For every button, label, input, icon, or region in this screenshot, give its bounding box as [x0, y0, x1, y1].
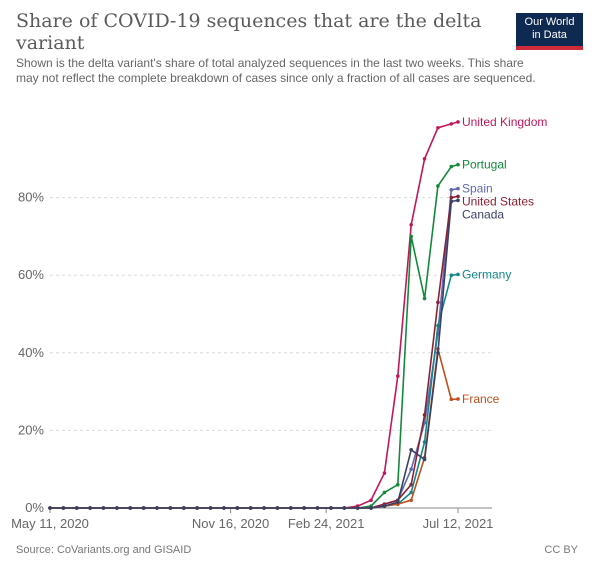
data-point-canada [74, 506, 79, 510]
data-point-canada [422, 457, 427, 462]
logo-line-2: in Data [532, 29, 567, 41]
data-point-portugal [436, 184, 440, 188]
series-label-united-kingdom[interactable]: United Kingdom [462, 115, 547, 129]
data-point-united-states [449, 195, 454, 200]
series-label-united-states[interactable]: United States [462, 195, 534, 209]
data-point-portugal [449, 164, 454, 169]
data-point-france [456, 397, 460, 401]
data-point-united-states [409, 482, 413, 487]
owid-logo[interactable]: Our World in Data [516, 13, 583, 50]
data-point-france [409, 498, 413, 503]
data-point-germany [456, 272, 460, 277]
data-point-united-kingdom [456, 120, 460, 124]
x-tick-label: Feb 24, 2021 [288, 516, 365, 531]
series-line-united-states[interactable] [50, 195, 459, 509]
data-point-canada [128, 506, 133, 510]
data-point-canada [208, 506, 213, 510]
data-point-united-kingdom [422, 157, 427, 161]
data-point-united-kingdom [396, 374, 400, 378]
x-tick-label: Jul 12, 2021 [423, 516, 494, 531]
data-point-canada [436, 351, 440, 355]
data-point-canada [168, 506, 173, 510]
data-point-germany [449, 273, 454, 278]
data-point-canada [195, 506, 199, 510]
data-point-canada [88, 506, 92, 510]
data-point-canada [235, 506, 240, 510]
series-label-france[interactable]: France [462, 392, 500, 406]
source-note: Source: CoVariants.org and GISAID [16, 544, 192, 556]
data-point-portugal [396, 482, 400, 487]
data-point-canada [181, 506, 186, 510]
data-point-portugal [422, 296, 427, 301]
chart-title: Share of COVID-19 sequences that are the… [16, 10, 482, 54]
license-link[interactable]: CC BY [544, 544, 578, 556]
data-point-united-states [422, 413, 427, 417]
series-line-spain[interactable] [50, 187, 459, 509]
data-point-canada [409, 448, 413, 452]
data-point-united-kingdom [436, 125, 440, 130]
data-point-portugal [409, 234, 413, 239]
data-point-canada [262, 506, 266, 510]
data-point-canada [355, 506, 360, 510]
data-point-spain [456, 186, 460, 191]
data-point-canada [141, 506, 146, 510]
series-line-united-kingdom[interactable] [50, 121, 459, 509]
data-point-canada [342, 506, 347, 510]
series-label-germany[interactable]: Germany [462, 267, 511, 281]
data-point-united-kingdom [449, 122, 454, 126]
data-point-canada [101, 506, 106, 510]
data-point-canada [61, 506, 66, 510]
data-point-canada [449, 199, 454, 204]
data-point-canada [288, 506, 293, 510]
data-point-portugal [382, 490, 387, 495]
series-line-portugal[interactable] [50, 163, 459, 509]
data-point-spain [449, 188, 454, 192]
data-point-canada [248, 506, 253, 510]
data-point-united-kingdom [369, 498, 373, 503]
data-point-canada [369, 506, 373, 510]
data-point-canada [222, 506, 226, 510]
y-tick-label: 0% [25, 500, 44, 515]
data-point-germany [409, 490, 413, 495]
y-tick-label: 80% [18, 190, 44, 205]
data-point-france [449, 397, 454, 402]
data-point-united-states [436, 300, 440, 305]
series-label-spain[interactable]: Spain [462, 182, 493, 196]
data-point-canada [456, 198, 460, 203]
data-point-canada [275, 506, 280, 510]
data-point-canada [396, 500, 400, 504]
y-tick-label: 40% [18, 345, 44, 360]
data-point-portugal [456, 162, 460, 167]
y-tick-label: 20% [18, 422, 44, 437]
data-point-canada [302, 506, 306, 510]
logo-line-1: Our World [524, 16, 575, 28]
data-point-spain [409, 467, 413, 472]
chart-subtitle: Shown is the delta variant's share of to… [16, 56, 536, 85]
data-point-canada [382, 504, 387, 508]
y-gridlines [50, 197, 492, 509]
data-point-canada [329, 506, 333, 510]
data-point-canada [155, 506, 159, 510]
series-line-canada[interactable] [50, 199, 459, 509]
data-point-germany [422, 440, 427, 444]
data-point-canada [115, 506, 119, 510]
series-label-portugal[interactable]: Portugal [462, 158, 507, 172]
series-line-germany[interactable] [50, 273, 459, 509]
x-tick-label: May 11, 2020 [11, 516, 89, 531]
y-axis: 0% 20% 40% 60% 80% [18, 190, 44, 515]
data-point-canada [48, 506, 52, 510]
data-point-germany [436, 323, 440, 328]
data-point-united-kingdom [409, 222, 413, 227]
data-point-united-states [456, 194, 460, 199]
data-point-canada [315, 506, 320, 510]
y-tick-label: 60% [18, 267, 44, 282]
data-point-united-kingdom [382, 471, 387, 475]
series-label-canada[interactable]: Canada [462, 208, 504, 222]
series-layer [48, 120, 460, 510]
x-tick-label: Nov 16, 2020 [192, 516, 269, 531]
x-axis: May 11, 2020 Nov 16, 2020 Feb 24, 2021 Jul … [11, 508, 493, 531]
